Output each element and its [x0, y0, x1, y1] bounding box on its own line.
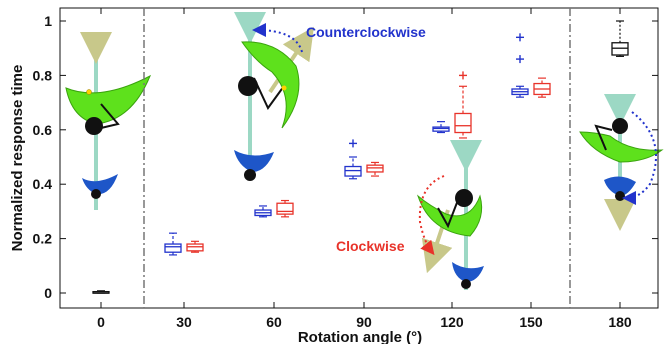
box-120-clockwise	[454, 71, 472, 139]
box-iqr	[366, 164, 384, 173]
outlier-marker	[516, 55, 524, 64]
rotation-illustrations	[65, 12, 664, 290]
box-150-counterclockwise	[511, 33, 529, 98]
box-iqr	[432, 126, 450, 132]
x-tick-label: 150	[519, 314, 543, 330]
y-tick-label: 0.8	[33, 67, 53, 83]
box-180-baseline	[611, 20, 629, 57]
y-tick-label: 0.6	[33, 122, 53, 138]
annotation-clockwise: Clockwise	[336, 238, 405, 254]
figure-0deg	[65, 32, 151, 210]
outlier-marker	[516, 33, 524, 42]
x-tick-label: 180	[608, 314, 632, 330]
plot-frame	[59, 7, 659, 309]
box-iqr	[344, 165, 362, 177]
box-iqr	[186, 243, 204, 252]
outlier-marker	[349, 139, 357, 148]
figure-60deg	[234, 12, 314, 181]
box-60-clockwise	[276, 199, 294, 218]
y-axis-label: Normalized response time	[9, 65, 26, 252]
x-tick-label: 120	[440, 314, 464, 330]
x-axis-label: Rotation angle (°)	[298, 329, 422, 344]
x-tick-label: 30	[176, 314, 192, 330]
box-120-counterclockwise	[432, 121, 450, 134]
x-tick-label: 60	[266, 314, 282, 330]
y-tick-label: 1	[44, 13, 52, 29]
box-30-counterclockwise	[164, 232, 182, 256]
box-90-clockwise	[366, 161, 384, 177]
y-tick-label: 0.4	[33, 176, 53, 192]
figure-120deg	[416, 140, 484, 290]
box-iqr	[276, 202, 294, 215]
box-iqr	[454, 112, 472, 134]
annotation-counterclockwise: Counterclockwise	[306, 24, 426, 40]
box-iqr	[611, 42, 629, 56]
figure-180deg	[579, 94, 664, 231]
box-60-counterclockwise	[254, 205, 272, 218]
box-iqr	[164, 243, 182, 253]
outlier-marker	[459, 71, 467, 80]
y-tick-label: 0.2	[33, 231, 53, 247]
box-90-counterclockwise	[344, 139, 362, 180]
box-0-baseline	[92, 290, 110, 294]
x-tick-label: 90	[356, 314, 372, 330]
box-30-clockwise	[186, 240, 204, 253]
box-150-clockwise	[533, 77, 551, 98]
y-tick-label: 0	[44, 285, 52, 301]
x-tick-label: 0	[97, 314, 105, 330]
